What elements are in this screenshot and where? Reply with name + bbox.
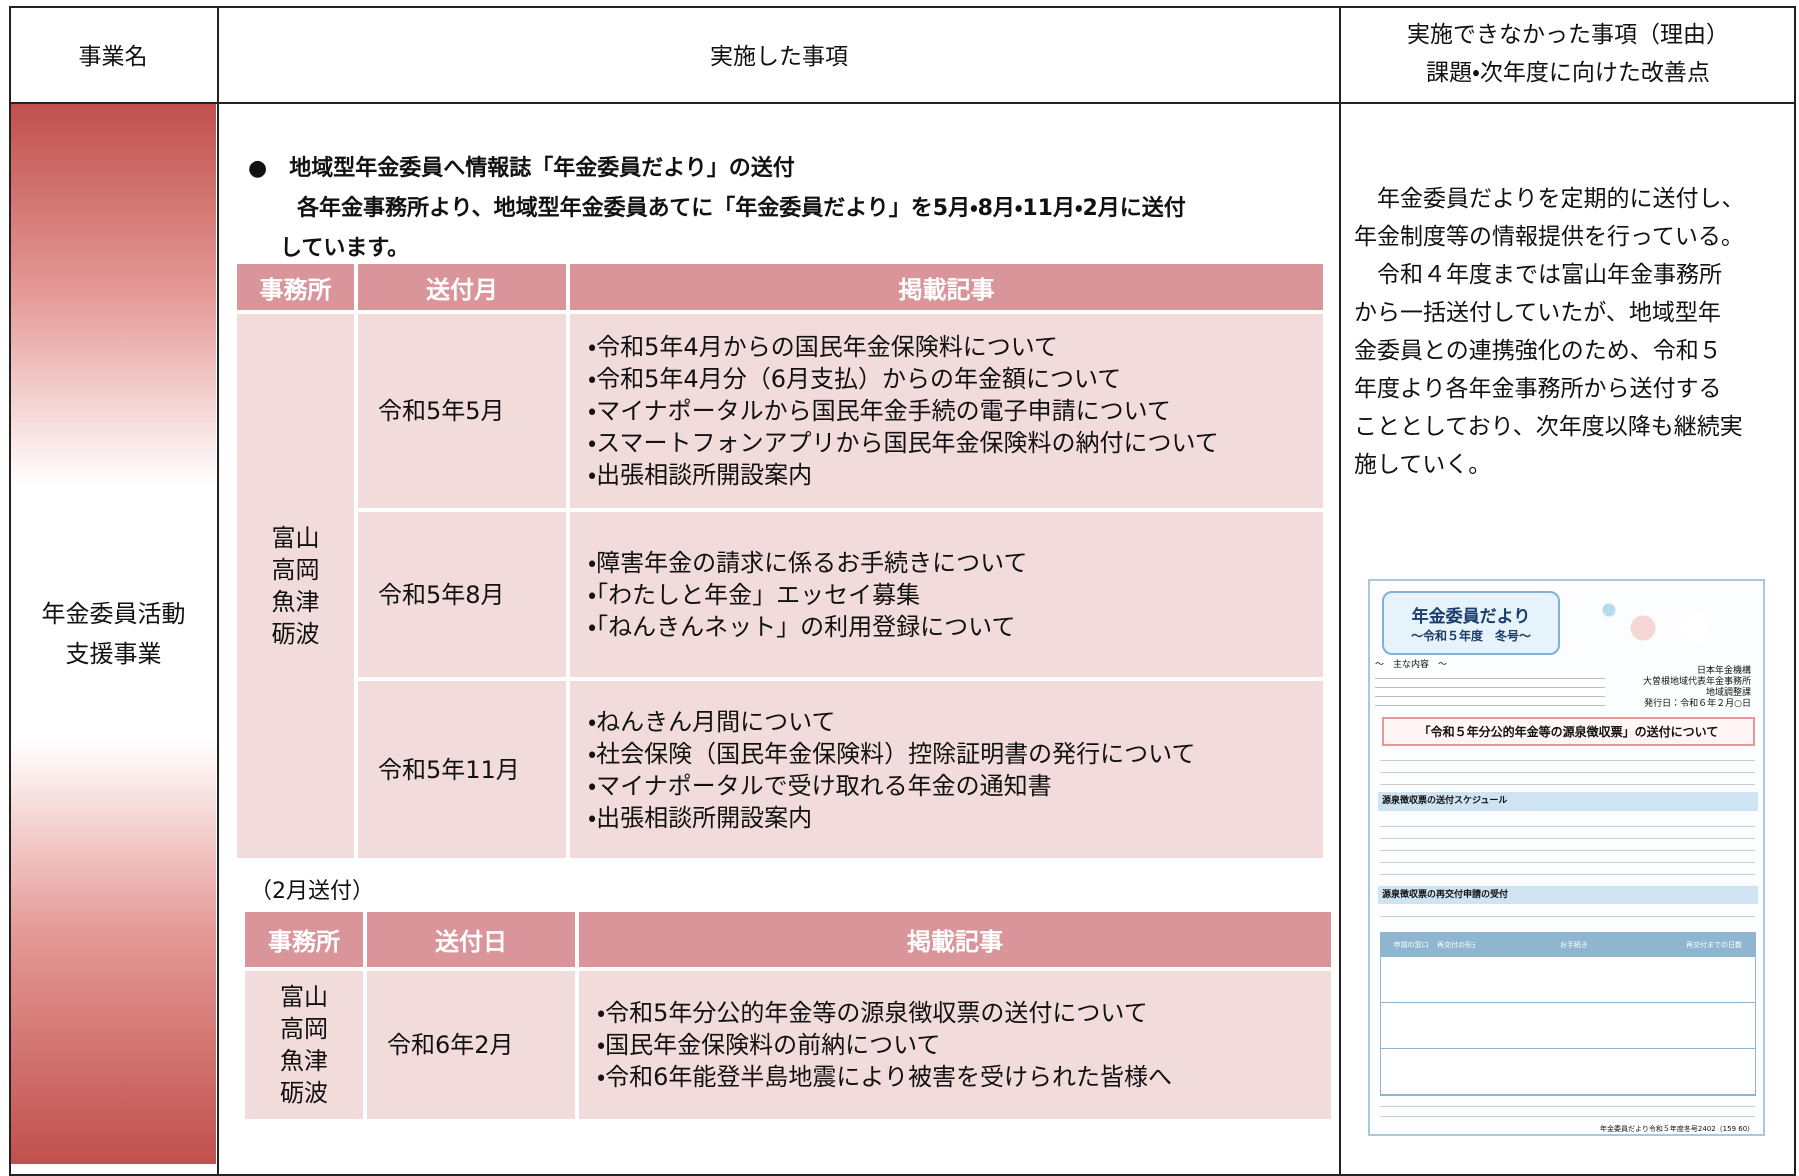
header-cell: 実施できなかった事項（理由） 課題・次年度に向けた改善点 — [1341, 6, 1795, 102]
header-cell: 実施した事項 — [219, 6, 1339, 102]
schedule-lines — [1380, 818, 1755, 880]
row-divider — [9, 102, 1796, 104]
publisher: 日本年金機構 大曽根地域代表年金事務所 地域調整課 発行日：令和６年２月○日 — [1643, 666, 1751, 710]
article: ・国民年金保険料の前納について — [597, 1031, 941, 1059]
article: ・マイナポータルで受け取れる年金の通知書 — [588, 771, 1052, 800]
issues-line: から一括送付していたが、地域型年 — [1354, 300, 1721, 326]
article: ・出張相談所開設案内 — [588, 461, 813, 489]
article: ・令和6年能登半島地震により被害を受けられた皆様へ — [597, 1063, 1172, 1091]
office: 砺波 — [271, 620, 320, 648]
publisher-line: 発行日：令和６年２月○日 — [1644, 699, 1751, 709]
newsletter-footer: 年金委員だより令和５年度冬号2402（159 60） — [1600, 1125, 1755, 1133]
publisher-line: 大曽根地域代表年金事務所 — [1642, 677, 1751, 687]
business-cell: 年金委員活動 支援事業 — [11, 104, 216, 1164]
office: 魚津 — [271, 588, 320, 616]
article: ・障害年金の請求に係るお手続きについて — [588, 548, 1028, 577]
office-cell: 富山 高岡 魚津 砺波 — [237, 314, 354, 858]
office: 富山 — [280, 983, 328, 1011]
issues-line: 年金制度等の情報提供を行っている。 — [1354, 224, 1744, 250]
section-bar: 源泉徴収票の送付スケジュール — [1378, 792, 1758, 811]
contents-lines — [1375, 673, 1605, 707]
article: ・出張相談所開設案内 — [588, 803, 813, 832]
mini-header: 再交付の形式 — [1437, 933, 1479, 957]
newsletter-contents: ～ 主な内容 ～ — [1375, 660, 1448, 670]
articles-cell: ・障害年金の請求に係るお手続きについて ・「わたしと年金」エッセイ募集・「ねんきん… — [570, 512, 1323, 677]
month-cell: 令和5年8月 — [358, 512, 566, 677]
office-cell: 富山 高岡 魚津 砺波 — [245, 971, 363, 1119]
articles-cell: ・令和5年4月からの国民年金保険料について・令和5年4月分（6月支払）からの年金… — [570, 314, 1323, 508]
table-header: 掲載記事 — [570, 264, 1323, 310]
publisher-line: 日本年金機構 — [1696, 666, 1751, 676]
office: 魚津 — [280, 1047, 328, 1075]
articles-cell: ・ねんきん月間について・社会保険（国民年金保険料）控除証明書の発行について ・マイ… — [570, 681, 1323, 858]
article: ・令和5年分公的年金等の源泉徴収票の送付について — [597, 999, 1148, 1027]
article: ・スマートフォンアプリから国民年金保険料の納付について — [588, 429, 1219, 457]
header-text: 課題・次年度に向けた改善点 — [1426, 60, 1710, 86]
month-cell: 令和5年5月 — [358, 314, 566, 508]
notice-lines — [1380, 1100, 1755, 1120]
article: ・ねんきん月間について — [588, 707, 836, 736]
issues-line: 年度より各年金事務所から送付する — [1354, 376, 1722, 402]
col-divider — [217, 6, 219, 1176]
header-text: 実施できなかった事項（理由） — [1407, 22, 1729, 48]
office: 砺波 — [280, 1079, 328, 1107]
issues-line: 施していく。 — [1354, 452, 1492, 478]
body-text: しています。 — [280, 236, 410, 261]
table-header: 事務所 — [245, 912, 363, 967]
newsletter-subtitle: ～令和５年度 冬号～ — [1410, 629, 1531, 643]
publisher-line: 地域調整課 — [1705, 688, 1751, 698]
table-header: 事務所 — [237, 264, 354, 310]
issues-line: 令和４年度までは富山年金事務所 — [1354, 262, 1722, 288]
issues-line: こととしており、次年度以降も継続実 — [1354, 414, 1743, 440]
month-cell: 令和6年2月 — [367, 971, 575, 1119]
header-text: 実施した事項 — [710, 44, 848, 70]
mini-header: お手続き — [1475, 933, 1673, 957]
article: ・令和5年4月からの国民年金保険料について — [588, 333, 1058, 361]
intro-lines — [1380, 752, 1755, 788]
office: 高岡 — [271, 556, 320, 584]
table-header: 送付月 — [358, 264, 566, 310]
header-text: 事業名 — [78, 44, 148, 70]
issues-line: 年金委員だよりを定期的に送付し、 — [1354, 186, 1745, 212]
mini-header: 申請の窓口 — [1381, 933, 1441, 957]
reissue-lines — [1380, 908, 1755, 928]
article: ・マイナポータルから国民年金手続の電子申請について — [588, 397, 1171, 425]
section-bar: 源泉徴収票の再交付申請の受付 — [1378, 886, 1758, 904]
article: ・社会保険（国民年金保険料）控除証明書の発行について — [588, 739, 1196, 768]
mini-body — [1381, 957, 1755, 1095]
business-name: 支援事業 — [65, 640, 162, 668]
mini-table: 申請の窓口 再交付の形式 お手続き 再交付までの日数 — [1380, 932, 1756, 1096]
heading: ● 地域型年金委員へ情報誌「年金委員だより」の送付 — [248, 156, 795, 181]
article: ・「ねんきんネット」の利用登録について — [588, 612, 1016, 641]
col-divider — [1339, 6, 1341, 1176]
office: 高岡 — [280, 1015, 328, 1043]
business-name: 年金委員活動 — [41, 600, 186, 628]
table-header: 送付日 — [367, 912, 575, 967]
article: ・「わたしと年金」エッセイ募集 — [588, 580, 921, 609]
newsletter-title-box: 年金委員だより ～令和５年度 冬号～ — [1382, 591, 1560, 655]
issues-text: 年金委員だよりを定期的に送付し、 年金制度等の情報提供を行っている。 令和４年度ま… — [1354, 180, 1745, 484]
article-title: 「令和５年分公的年金等の源泉徴収票」の送付について — [1382, 717, 1755, 746]
body-text: 各年金事務所より、地域型年金委員あてに「年金委員だより」を5月・8月・11月・2… — [297, 196, 1186, 221]
note: （2月送付） — [250, 879, 374, 904]
mini-header: 再交付までの日数 — [1673, 933, 1755, 957]
header-cell: 事業名 — [9, 6, 217, 102]
articles-cell: ・令和5年分公的年金等の源泉徴収票の送付について ・国民年金保険料の前納について・… — [579, 971, 1331, 1119]
newsletter-title: 年金委員だより — [1411, 607, 1531, 627]
table-header: 掲載記事 — [579, 912, 1331, 967]
month-cell: 令和5年11月 — [358, 681, 566, 858]
issues-line: 金委員との連携強化のため、令和５ — [1354, 338, 1722, 364]
snowman-illustration — [1575, 592, 1745, 652]
office: 富山 — [271, 524, 320, 552]
article: ・令和5年4月分（6月支払）からの年金額について — [588, 365, 1122, 393]
